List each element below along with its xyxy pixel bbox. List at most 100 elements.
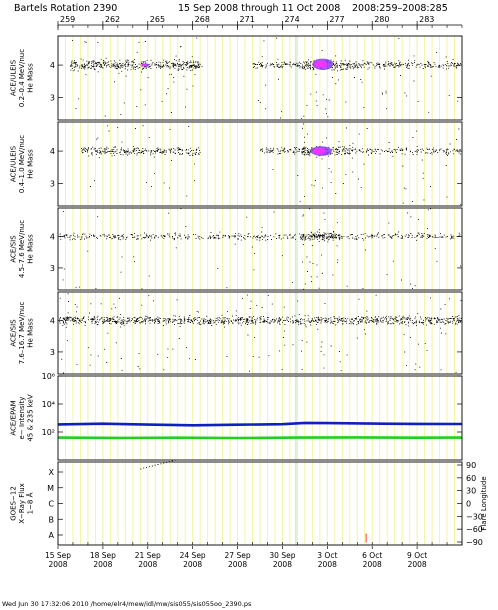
ylabel-line: He Mass (27, 149, 35, 179)
epam-series-line (57, 421, 463, 427)
year-label: 2008 (183, 560, 202, 569)
density-core-peak (312, 148, 326, 155)
ylabel-line: ACE/SIS (10, 235, 18, 263)
plot-layer (57, 37, 463, 543)
top-tick-label: 280 (374, 15, 389, 24)
scatter-band (260, 147, 303, 203)
ylabel-line: ACE/SIS (10, 319, 18, 347)
top-tick-label: 262 (105, 15, 120, 24)
panel-frame-sis-low (57, 207, 463, 291)
scatter-band (70, 37, 203, 117)
ylabel-line: 0.4–1.0 MeV/nuc (18, 135, 26, 193)
flare-longitude-axis-label: Flare Longitude (480, 476, 488, 530)
top-tick-label: 268 (195, 15, 210, 24)
goes-level-label: X (49, 468, 55, 477)
ylabel-line: ACE/EPAM (10, 400, 18, 435)
y-tick-label: 3 (50, 179, 55, 188)
year-label: 2008 (408, 560, 427, 569)
date-span: 15 Sep 2008 through 11 Oct 2008 (178, 3, 340, 14)
longitude-tick-label: 0 (466, 500, 471, 509)
date-label: 18 Sep (90, 551, 116, 560)
year-label: 2008 (93, 560, 112, 569)
panel-frame-epam (57, 375, 463, 461)
ylabel-line: GOES−12 (10, 486, 18, 521)
panel-ylabel: ACE/ULEIS 0.4–1.0 MeV/nuc He Mass (10, 135, 35, 193)
ylabel-line: He Mass (27, 318, 35, 348)
year-label: 2008 (138, 560, 157, 569)
ylabel-line: 4.5–7.6 MeV/nuc (18, 220, 26, 278)
y-tick-label: 4 (50, 61, 55, 70)
date-label: 24 Sep (180, 551, 206, 560)
ylabel-line: ACE/ULEIS (10, 59, 18, 96)
top-tick-label: 277 (329, 15, 344, 24)
date-label: 15 Sep (45, 551, 71, 560)
scatter-band (81, 125, 201, 197)
scatter-band (350, 37, 462, 113)
scatter-band (302, 123, 351, 197)
panel-ylabel: ACE/EPAM e− Intensity 45 & 235 keV (10, 394, 35, 442)
y-tick-label: 3 (50, 264, 55, 273)
goes-level-label: C (48, 500, 54, 509)
scatter-band (59, 293, 463, 374)
scatter-band (302, 208, 340, 290)
top-tick-label: 265 (150, 15, 165, 24)
longitude-tick-label: 90 (466, 461, 476, 470)
top-tick-label: 283 (419, 15, 434, 24)
date-label: 9 Oct (407, 551, 427, 560)
right-axis-label: Flare Longitude (480, 476, 488, 530)
panel-ylabel: ACE/SIS 7.6–16.7 MeV/nuc He Mass (10, 302, 35, 365)
ylabel-line: 45 & 235 keV (27, 394, 35, 442)
year-label: 2008 (273, 560, 292, 569)
doy-span: 2008:259–2008:285 (352, 3, 448, 14)
ylabel-line: 1−8 Å (26, 492, 35, 514)
y-tick-label: 4 (50, 316, 55, 325)
scatter-band (252, 37, 303, 119)
date-label: 27 Sep (225, 551, 251, 560)
year-label: 2008 (363, 560, 382, 569)
year-label: 2008 (228, 560, 247, 569)
ylabel-line: He Mass (27, 63, 35, 93)
panel-frame-uleis-low (57, 35, 463, 121)
panel-frame-uleis-high (57, 121, 463, 207)
label-layer: ACE/ULEIS 0.2–0.4 MeV/nuc He MassACE/ULEIS… (10, 49, 489, 531)
top-tick-label: 274 (284, 15, 299, 24)
y-tick-label: 10² (42, 428, 55, 437)
ylabel-line: 7.6–16.7 MeV/nuc (18, 302, 26, 365)
goes-level-label: A (49, 531, 55, 540)
top-tick-label: 271 (240, 15, 255, 24)
plot-header: Bartels Rotation 2390 15 Sep 2008 throug… (14, 3, 448, 14)
date-label: 21 Sep (135, 551, 161, 560)
longitude-tick-label: −30 (466, 512, 483, 521)
density-core-peak (314, 60, 328, 68)
ylabel-line: He Mass (27, 234, 35, 264)
scatter-band (59, 208, 461, 290)
y-tick-label: 4 (50, 147, 55, 156)
footer-path: Wed Jun 30 17:32:06 2010 /home/elr4/mew/… (2, 600, 252, 608)
density-core-peak (141, 64, 146, 67)
goes-level-label: B (49, 515, 55, 524)
ylabel-line: e− Intensity (18, 397, 26, 440)
scatter-band (351, 128, 462, 205)
y-tick-label: 4 (50, 232, 55, 241)
panel-frame-sis-high (57, 291, 463, 375)
ylabel-line: ACE/ULEIS (10, 145, 18, 182)
longitude-tick-label: 60 (466, 474, 476, 483)
ylabel-line: X−Ray Flux (18, 483, 26, 524)
date-label: 3 Oct (317, 551, 337, 560)
panel-ylabel: ACE/ULEIS 0.2–0.4 MeV/nuc He Mass (10, 49, 35, 107)
epam-series-line (57, 436, 463, 440)
longitude-tick-label: 30 (466, 487, 476, 496)
grid-layer (57, 36, 463, 545)
y-tick-label: 3 (50, 93, 55, 102)
y-tick-label: 10⁴ (42, 400, 55, 409)
year-label: 2008 (48, 560, 67, 569)
panel-ylabel: GOES−12 X−Ray Flux 1−8 Å (10, 483, 35, 524)
date-label: 30 Sep (269, 551, 295, 560)
date-label: 6 Oct (362, 551, 382, 560)
panel-ylabel: ACE/SIS 4.5–7.6 MeV/nuc He Mass (10, 220, 35, 278)
year-label: 2008 (318, 560, 337, 569)
goes-level-label: M (47, 484, 54, 493)
